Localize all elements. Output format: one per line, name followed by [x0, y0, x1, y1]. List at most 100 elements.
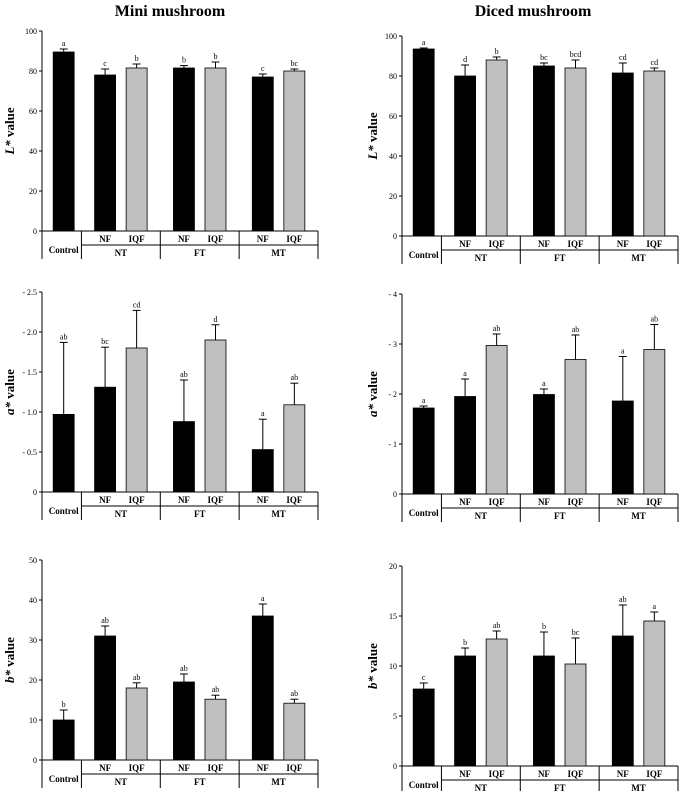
significance-letter: b	[542, 622, 546, 631]
y-axis-label: L* value	[365, 112, 380, 161]
y-axis-label-variable: a*	[2, 401, 17, 415]
significance-letter: d	[463, 55, 467, 64]
significance-letter: ab	[572, 325, 580, 334]
significance-letter: c	[422, 673, 426, 682]
bar	[283, 702, 306, 761]
category-label: NF	[178, 763, 190, 773]
title-diced-mushroom: Diced mushroom	[475, 3, 592, 20]
y-axis-label-variable: L*	[2, 140, 17, 156]
significance-letter: ab	[180, 664, 188, 673]
category-label: NF	[459, 769, 471, 779]
group-label: MT	[271, 248, 286, 258]
y-axis-label-variable: a*	[365, 403, 380, 417]
significance-letter: ab	[291, 689, 299, 698]
category-label: IQF	[567, 769, 584, 779]
category-label: IQF	[646, 497, 663, 507]
y-axis-label-variable: b*	[365, 675, 380, 689]
y-tick-label: - 1	[388, 440, 397, 449]
bar	[454, 655, 476, 767]
significance-letter: b	[135, 54, 139, 63]
bar	[611, 400, 634, 495]
category-label: IQF	[567, 239, 584, 249]
y-tick-label: 10	[29, 716, 37, 725]
bar	[564, 359, 587, 495]
significance-letter: a	[62, 39, 66, 48]
category-label: IQF	[489, 497, 506, 507]
bar	[485, 345, 508, 495]
significance-letter: ab	[291, 373, 299, 382]
group-label: FT	[554, 511, 566, 521]
bar	[251, 449, 274, 493]
bar	[533, 394, 555, 495]
category-label: IQF	[286, 763, 303, 773]
significance-letter: c	[103, 59, 107, 68]
y-tick-label: 15	[389, 612, 397, 621]
y-axis-label: L* value	[2, 107, 17, 156]
category-label: NF	[99, 234, 111, 244]
significance-letter: b	[495, 47, 499, 56]
bar	[173, 421, 195, 493]
significance-letter: bc	[291, 59, 299, 68]
y-axis-label-unit: value	[2, 369, 17, 402]
category-label: IQF	[129, 763, 146, 773]
bar	[533, 655, 555, 767]
category-label-control: Control	[49, 506, 79, 516]
y-tick-label: 80	[29, 67, 37, 76]
y-tick-label: 30	[29, 636, 37, 645]
group-label: NT	[475, 783, 488, 791]
bar	[412, 688, 435, 767]
significance-letter: ab	[101, 616, 109, 625]
bar	[251, 615, 274, 761]
category-label: NF	[257, 495, 269, 505]
significance-letter: a	[542, 379, 546, 388]
bar	[173, 681, 195, 761]
group-label: MT	[271, 777, 286, 787]
category-label: IQF	[286, 495, 303, 505]
category-label: NF	[617, 769, 629, 779]
category-label: IQF	[207, 234, 224, 244]
group-label: FT	[194, 248, 206, 258]
y-tick-label: 0	[393, 762, 397, 771]
category-label: IQF	[129, 495, 146, 505]
category-label: NF	[459, 239, 471, 249]
y-axis-label-variable: L*	[365, 145, 380, 161]
significance-letter: a	[422, 396, 426, 405]
bar	[611, 72, 634, 237]
bar	[485, 638, 508, 767]
category-label-control: Control	[409, 250, 439, 260]
y-axis-label-unit: value	[2, 637, 17, 670]
y-tick-label: 20	[389, 192, 397, 201]
bar	[454, 396, 476, 495]
category-label-control: Control	[409, 508, 439, 518]
chart-diced-L: 0 20 40 60 80 100 L* value a d NF b IQF bc NF bcd IQF cd…	[365, 32, 679, 264]
bar	[643, 620, 666, 767]
significance-letter: b	[182, 56, 186, 65]
significance-letter: ab	[133, 673, 141, 682]
category-label: NF	[538, 497, 550, 507]
bar	[533, 65, 555, 237]
y-tick-label: - 2	[388, 390, 397, 399]
y-axis-label: b* value	[365, 643, 380, 689]
significance-letter: ab	[212, 685, 220, 694]
bar	[643, 349, 666, 495]
group-label: MT	[631, 783, 646, 791]
group-label: FT	[554, 783, 566, 791]
group-label: NT	[115, 248, 128, 258]
bar	[204, 67, 227, 232]
y-tick-label: 0	[393, 232, 397, 241]
bar	[283, 404, 306, 493]
chart-mini-a: 0 - 0.5 - 1.0 - 1.5 - 2.0 - 2.5 a* value ab bc NF…	[2, 288, 319, 520]
significance-letter: b	[62, 700, 66, 709]
significance-letter: d	[213, 315, 217, 324]
chart-mini-L: 0 20 40 60 80 100 L* value a c NF b IQF b NF b IQF c NF bc…	[2, 27, 319, 259]
title-mini-mushroom: Mini mushroom	[115, 3, 226, 20]
bar	[52, 51, 75, 232]
y-tick-label: 100	[25, 27, 37, 36]
bar	[52, 413, 75, 493]
y-tick-label: 20	[29, 187, 37, 196]
chart-diced-a: 0 - 1 - 2 - 3 - 4 a* value a a NF ab IQF a NF ab IQF a N…	[365, 290, 679, 522]
category-label: NF	[257, 234, 269, 244]
significance-letter: b	[213, 52, 217, 61]
y-tick-label: 0	[393, 490, 397, 499]
significance-letter: bc	[572, 628, 580, 637]
